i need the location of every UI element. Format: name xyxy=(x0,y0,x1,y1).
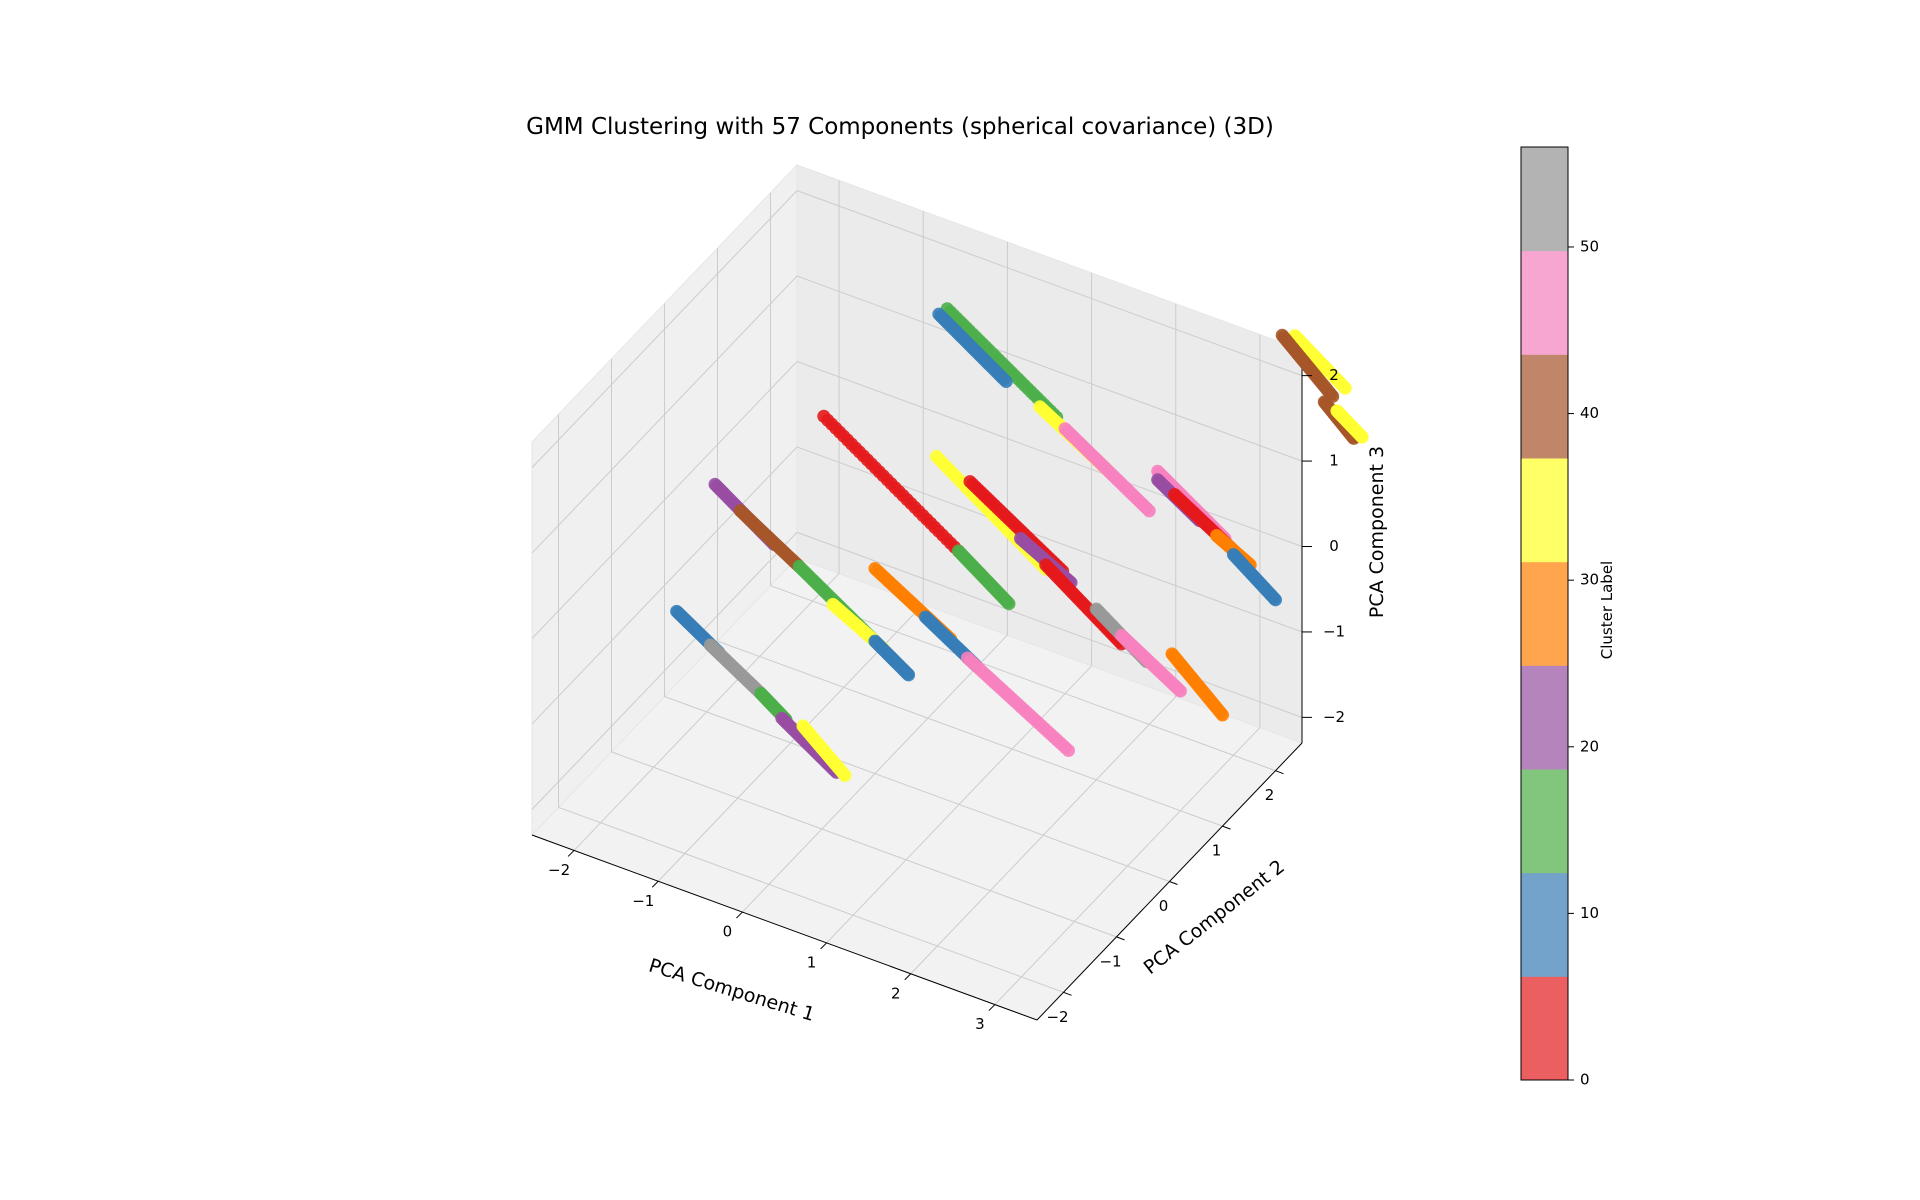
colorbar-swatch xyxy=(1521,250,1568,355)
y-tick-label-mark xyxy=(1063,991,1072,996)
colorbar-tick-label: 20 xyxy=(1580,737,1599,755)
data-point xyxy=(838,769,852,783)
data-point xyxy=(1173,684,1187,698)
x-axis-label: PCA Component 1 xyxy=(646,955,817,1026)
colorbar-tick-label: 30 xyxy=(1580,571,1599,589)
x-tick-label-mark xyxy=(820,942,827,950)
z-gridline xyxy=(796,361,1303,547)
grid-lines xyxy=(531,180,1303,1005)
colorbar-swatch xyxy=(1521,147,1568,252)
y-tick-label: 0 xyxy=(1159,897,1169,915)
data-point xyxy=(1216,708,1229,722)
y-tick-label-mark xyxy=(1169,881,1178,885)
z-tick-label: 0 xyxy=(1329,537,1339,555)
y-gridline xyxy=(664,696,1170,882)
x-tick-label-mark xyxy=(651,880,659,888)
colorbar-frame xyxy=(1520,146,1569,1081)
z-gridline xyxy=(796,190,1303,377)
data-point xyxy=(1355,430,1369,444)
x-tick-label: 0 xyxy=(723,923,733,941)
z-gridline xyxy=(531,446,798,725)
x-tick-label-mark xyxy=(567,850,575,857)
x-tick-label: 2 xyxy=(891,984,901,1002)
data-point xyxy=(999,375,1013,389)
colorbar: 0 10 20 30 40 50 xyxy=(1520,146,1599,1089)
x-tick-label: −2 xyxy=(548,861,570,879)
x-tick-label-mark xyxy=(736,911,743,919)
data-point xyxy=(1062,744,1075,758)
colorbar-swatch xyxy=(1521,561,1568,666)
x-tick-label: −1 xyxy=(632,892,654,910)
colorbar-swatch xyxy=(1521,976,1568,1081)
data-point xyxy=(1338,381,1352,395)
y-gridline xyxy=(611,751,1117,938)
z-tick-label: 1 xyxy=(1329,452,1339,470)
colorbar-swatch xyxy=(1521,458,1568,563)
colorbar-swatch xyxy=(1521,872,1568,977)
colorbar-swatch xyxy=(1521,665,1568,770)
colorbar-tick-label: 40 xyxy=(1580,404,1599,422)
z-tick-label: −1 xyxy=(1323,622,1345,640)
z-tick-label: 2 xyxy=(1329,366,1339,384)
y-tick-label-mark xyxy=(1222,825,1231,830)
y-tick-label: −1 xyxy=(1099,952,1121,970)
data-point xyxy=(1002,597,1016,611)
x-tick-label-mark xyxy=(988,1004,996,1011)
z-gridline xyxy=(531,532,798,810)
scatter-points xyxy=(670,302,1369,783)
data-point xyxy=(1269,593,1282,607)
x-tick-label: 3 xyxy=(975,1015,985,1033)
z-tick-label: −2 xyxy=(1323,708,1345,726)
z-gridline xyxy=(796,275,1303,462)
y-gridline xyxy=(558,806,1064,993)
x-axis-line xyxy=(531,834,1038,1021)
y-gridline xyxy=(717,640,1223,827)
colorbar-label: Cluster Label xyxy=(1598,561,1616,659)
z-axis-label: PCA Component 3 xyxy=(1366,446,1388,618)
z-gridline xyxy=(531,275,798,554)
z-gridline xyxy=(531,361,798,639)
z-gridline xyxy=(531,190,798,468)
y-tick-label-mark xyxy=(1275,770,1284,775)
y-tick-label-mark xyxy=(1116,936,1125,941)
y-tick-label: −2 xyxy=(1046,1008,1068,1026)
x-tick-label-mark xyxy=(904,973,912,981)
colorbar-tick-label: 10 xyxy=(1580,904,1599,922)
tick-labels: −2 −1 0 1 2 3 −2 −1 0 1 2 −2 −1 0 1 2 xyxy=(548,366,1345,1033)
colorbar-tick-label: 0 xyxy=(1580,1071,1590,1089)
data-point xyxy=(902,668,916,682)
y-tick-label: 1 xyxy=(1212,842,1222,860)
data-point xyxy=(1142,504,1156,518)
chart-title: GMM Clustering with 57 Components (spher… xyxy=(526,114,1274,140)
colorbar-tick-label: 50 xyxy=(1580,237,1599,255)
colorbar-swatch xyxy=(1521,354,1568,459)
z-gridline xyxy=(796,531,1303,718)
y-tick-label: 2 xyxy=(1265,786,1275,804)
x-tick-label: 1 xyxy=(807,953,817,971)
colorbar-swatch xyxy=(1521,769,1568,874)
